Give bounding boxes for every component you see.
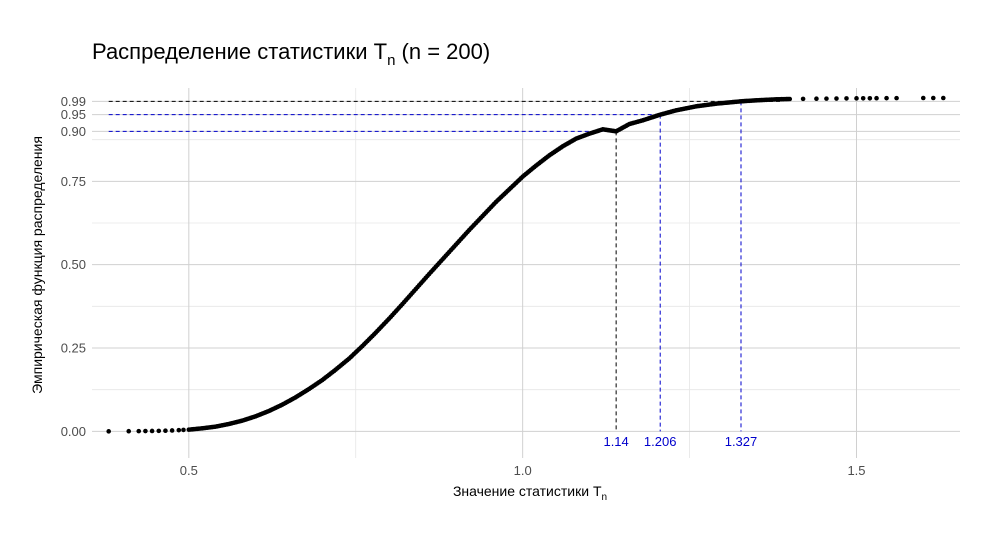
x-axis-label-main: Значение статистики T <box>453 483 602 499</box>
ecdf-point <box>156 428 162 434</box>
ecdf-point <box>844 96 849 101</box>
ecdf-point <box>787 96 793 102</box>
x-axis-label: Значение статистики Tn <box>453 483 607 503</box>
ecdf-point <box>941 95 946 101</box>
x-tick-label: 1.5 <box>847 463 865 478</box>
ecdf-point <box>824 96 829 101</box>
ecdf-point <box>176 427 182 433</box>
ecdf-point <box>163 428 168 434</box>
x-axis-ticks: 0.5 1.0 1.5 <box>180 463 866 478</box>
y-axis-ticks: 0.00 0.25 0.50 0.75 0.90 0.950.99 <box>61 94 86 439</box>
ecdf-point <box>814 96 819 102</box>
quantile-labels: 1.14 1.206 1.327 <box>603 434 757 449</box>
quantile-reference-lines <box>108 100 784 432</box>
ecdf-points <box>106 95 946 434</box>
ecdf-point <box>834 96 839 101</box>
ecdf-point <box>854 96 859 101</box>
ecdf-point <box>800 96 806 102</box>
ecdf-point <box>126 428 132 434</box>
y-tick-label: 0.25 <box>61 341 86 356</box>
quantile-value-label: 1.14 <box>603 434 628 449</box>
chart-title-subscript: n <box>387 52 395 69</box>
ecdf-point <box>884 95 889 101</box>
x-tick-label: 0.5 <box>180 463 198 478</box>
y-tick-label: 0.75 <box>61 174 86 189</box>
ecdf-point <box>860 96 866 101</box>
chart-title-suffix: (n = 200) <box>395 39 490 64</box>
y-tick-label: 0.00 <box>61 424 86 439</box>
x-axis-label-subscript: n <box>602 492 608 503</box>
ecdf-point <box>920 95 926 101</box>
ecdf-point <box>181 427 186 433</box>
chart-title: Распределение статистики Tn (n = 200) <box>92 39 490 69</box>
ecdf-point <box>894 95 899 101</box>
y-tick-label: 0.90 <box>61 124 86 139</box>
ecdf-point <box>169 428 175 433</box>
grid <box>92 88 960 458</box>
ecdf-point <box>930 95 936 101</box>
quantile-value-label: 1.327 <box>725 434 758 449</box>
ecdf-point <box>136 428 142 434</box>
quantile-value-label: 1.206 <box>644 434 677 449</box>
ecdf-point <box>874 95 879 101</box>
y-tick-label: 0.99 <box>61 94 86 109</box>
x-tick-label: 1.0 <box>514 463 532 478</box>
y-tick-label: 0.95 <box>61 107 86 122</box>
y-tick-label: 0.50 <box>61 257 86 272</box>
ecdf-point <box>143 428 148 434</box>
ecdf-point <box>867 95 873 101</box>
ecdf-point <box>106 429 111 434</box>
ecdf-point <box>149 428 155 434</box>
y-axis-label: Эмпирическая функция распределения <box>29 136 45 394</box>
chart-title-main: Распределение статистики T <box>92 39 387 64</box>
